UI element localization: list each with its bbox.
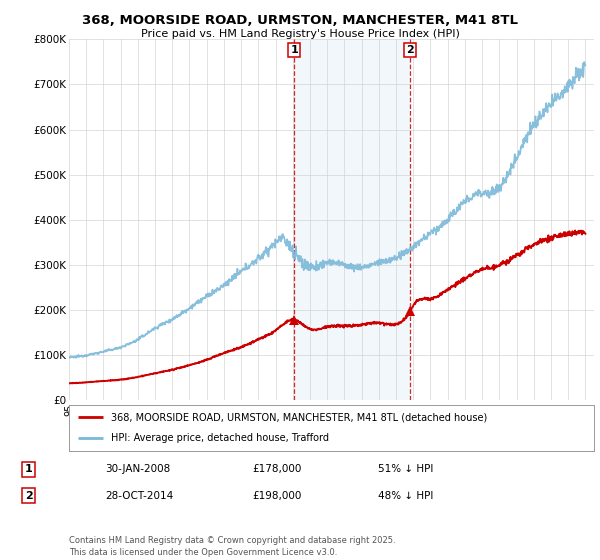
Text: 2: 2 [406,45,414,55]
Bar [294,39,410,400]
Text: 368, MOORSIDE ROAD, URMSTON, MANCHESTER, M41 8TL (detached house): 368, MOORSIDE ROAD, URMSTON, MANCHESTER,… [111,412,487,422]
Text: Contains HM Land Registry data © Crown copyright and database right 2025.
This d: Contains HM Land Registry data © Crown c… [69,536,395,557]
Text: 2: 2 [25,491,32,501]
Text: 1: 1 [25,464,32,474]
Text: 48% ↓ HPI: 48% ↓ HPI [378,491,433,501]
Text: 51% ↓ HPI: 51% ↓ HPI [378,464,433,474]
Text: Price paid vs. HM Land Registry's House Price Index (HPI): Price paid vs. HM Land Registry's House … [140,29,460,39]
Text: 1: 1 [290,45,298,55]
Text: HPI: Average price, detached house, Trafford: HPI: Average price, detached house, Traf… [111,433,329,444]
Text: £198,000: £198,000 [252,491,301,501]
Text: 28-OCT-2014: 28-OCT-2014 [105,491,173,501]
Text: 368, MOORSIDE ROAD, URMSTON, MANCHESTER, M41 8TL: 368, MOORSIDE ROAD, URMSTON, MANCHESTER,… [82,14,518,27]
Text: £178,000: £178,000 [252,464,301,474]
Text: 30-JAN-2008: 30-JAN-2008 [105,464,170,474]
